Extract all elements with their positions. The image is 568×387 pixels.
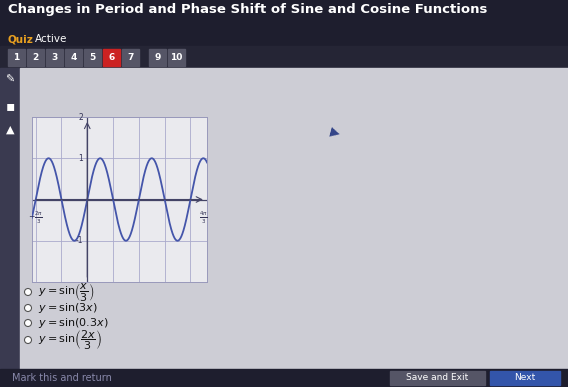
Bar: [0, 68, 20, 387]
Text: $y = \sin(3x)$: $y = \sin(3x)$: [38, 301, 98, 315]
Text: 4: 4: [70, 53, 77, 62]
Text: Active: Active: [35, 34, 68, 44]
Circle shape: [24, 288, 31, 296]
Text: $\frac{4\pi}{3}$: $\frac{4\pi}{3}$: [199, 210, 208, 226]
Text: Quiz: Quiz: [8, 34, 34, 44]
Bar: [46, 49, 63, 66]
Text: 2: 2: [78, 113, 83, 122]
Bar: [122, 49, 139, 66]
Bar: [490, 371, 560, 385]
Text: $y = \sin\!\left(\dfrac{2x}{3}\right)$: $y = \sin\!\left(\dfrac{2x}{3}\right)$: [38, 328, 102, 352]
Circle shape: [24, 320, 31, 327]
Bar: [103, 49, 120, 66]
Bar: [149, 49, 166, 66]
Bar: [0, 0, 568, 28]
Text: $y = \sin(0.3x)$: $y = \sin(0.3x)$: [38, 316, 108, 330]
Text: 1: 1: [14, 53, 20, 62]
Text: ✎: ✎: [5, 75, 15, 85]
Bar: [8, 49, 25, 66]
Bar: [27, 49, 44, 66]
Text: Save and Exit: Save and Exit: [406, 373, 469, 382]
Bar: [20, 68, 568, 387]
Text: Changes in Period and Phase Shift of Sine and Cosine Functions: Changes in Period and Phase Shift of Sin…: [8, 2, 487, 15]
Bar: [65, 49, 82, 66]
Circle shape: [24, 337, 31, 344]
Circle shape: [24, 305, 31, 312]
Text: 7: 7: [127, 53, 133, 62]
Text: ▶: ▶: [329, 125, 341, 140]
Text: ▲: ▲: [6, 125, 14, 135]
Text: 6: 6: [108, 53, 115, 62]
Text: -1: -1: [76, 236, 83, 245]
Bar: [390, 371, 485, 385]
Text: 2: 2: [32, 53, 39, 62]
Text: 9: 9: [154, 53, 161, 62]
Text: $y = \sin\!\left(\dfrac{x}{3}\right)$: $y = \sin\!\left(\dfrac{x}{3}\right)$: [38, 281, 94, 303]
Bar: [168, 49, 185, 66]
Text: Next: Next: [515, 373, 536, 382]
Text: ▪: ▪: [5, 99, 15, 113]
Bar: [0, 46, 568, 68]
Text: $-\frac{2\pi}{3}$: $-\frac{2\pi}{3}$: [28, 210, 43, 226]
Text: 10: 10: [170, 53, 183, 62]
Text: Mark this and return: Mark this and return: [12, 373, 112, 383]
Text: 3: 3: [51, 53, 57, 62]
Text: 5: 5: [89, 53, 95, 62]
Bar: [0, 369, 568, 387]
Bar: [84, 49, 101, 66]
Text: 1: 1: [78, 154, 83, 163]
